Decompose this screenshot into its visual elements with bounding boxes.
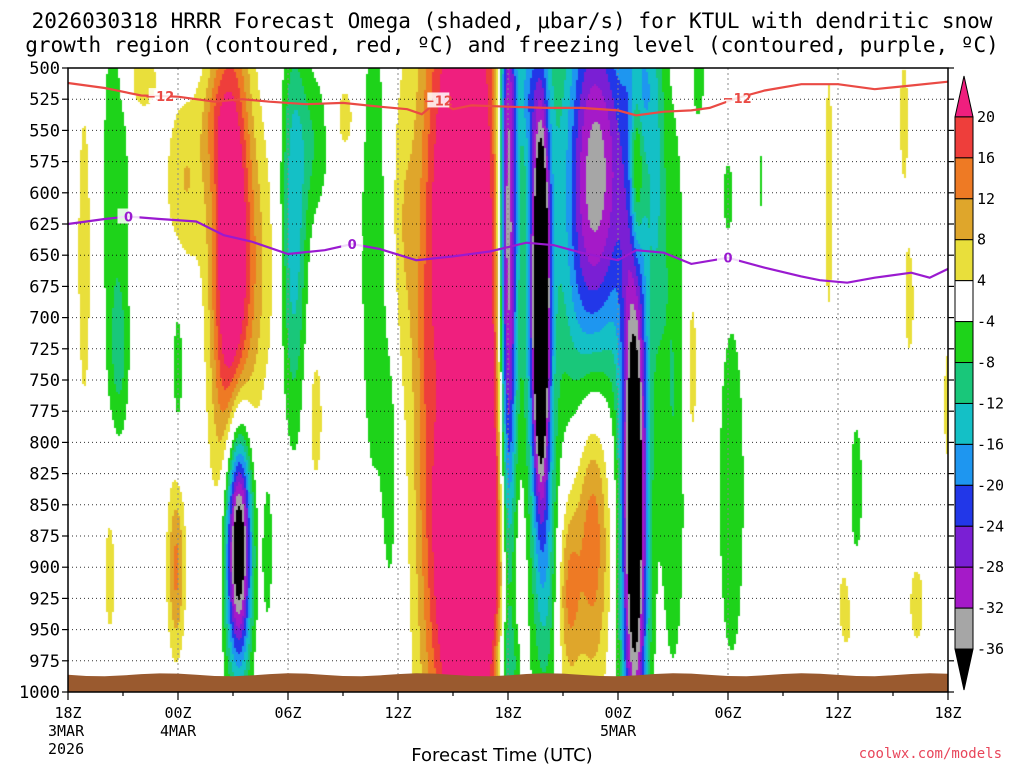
colorbar-label: -32 — [977, 599, 1004, 617]
y-tick-label: 800 — [29, 433, 60, 453]
colorbar-bin — [954, 239, 974, 282]
terrain-surface — [68, 673, 948, 692]
y-tick-label: 525 — [29, 90, 60, 110]
colorbar-label: -12 — [977, 394, 1004, 412]
colorbar-label: 4 — [977, 272, 986, 290]
freezing-level-isotherm-label: 0 — [348, 238, 357, 253]
y-tick-label: 650 — [29, 246, 60, 266]
colorbar-bin — [954, 157, 974, 200]
x-axis-label: Forecast Time (UTC) — [0, 745, 1024, 766]
chart-title-line1: 2026030318 HRRR Forecast Omega (shaded, … — [31, 9, 993, 33]
freezing-level-isotherm-label-bg — [341, 235, 364, 251]
colorbar-label: 16 — [977, 149, 995, 167]
y-tick-label: 500 — [29, 59, 60, 79]
y-tick-label: 600 — [29, 184, 60, 204]
x-tick-label: 18Z — [54, 704, 81, 722]
colorbar-label: -4 — [977, 313, 995, 331]
minus12-isotherm-label-bg — [726, 89, 749, 105]
y-tick-label: 625 — [29, 215, 60, 235]
colorbar-bin — [954, 607, 974, 650]
minus12-isotherm-label: −12 — [424, 94, 453, 109]
colorbar-label: -8 — [977, 354, 995, 372]
y-tick-label: 825 — [29, 465, 60, 485]
y-tick-label: 575 — [29, 153, 60, 173]
x-axis-label-text: Forecast Time (UTC) — [411, 745, 593, 766]
y-tick-label: 550 — [29, 121, 60, 141]
x-tick-label: 18Z — [494, 704, 521, 722]
freezing-level-isotherm-label-bg — [717, 249, 739, 265]
y-tick-label: 975 — [29, 652, 60, 672]
y-tick-label: 875 — [29, 527, 60, 547]
minus12-isotherm-label-bg — [427, 92, 450, 108]
colorbar-bin — [954, 525, 974, 568]
colorbar-bin — [954, 280, 974, 323]
colorbar-label: 8 — [977, 231, 986, 249]
colorbar-label: 20 — [977, 108, 995, 126]
freezing-level-isotherm-label-bg — [117, 208, 140, 224]
colorbar-bin — [954, 116, 974, 159]
colorbar-bin — [954, 321, 974, 364]
x-tick-label: 06Z — [714, 704, 741, 722]
colorbar-bottom-triangle — [954, 648, 974, 691]
y-tick-label: 1000 — [19, 683, 60, 703]
minus12-isotherm-label: −12 — [723, 92, 752, 107]
colorbar-label: -20 — [977, 476, 1004, 494]
y-tick-label: 750 — [29, 371, 60, 391]
y-tick-label: 850 — [29, 496, 60, 516]
x-tick-label: 12Z — [824, 704, 851, 722]
colorbar-label: -16 — [977, 435, 1004, 453]
colorbar-bin — [954, 198, 974, 241]
freezing-level-isotherm-label: 0 — [124, 211, 133, 226]
freezing-level-isotherm-label: 0 — [723, 252, 732, 267]
colorbar-label: -36 — [977, 640, 1004, 658]
minus12-isotherm — [67, 80, 949, 117]
y-tick-label: 700 — [29, 309, 60, 329]
x-tick-label: 12Z — [384, 704, 411, 722]
x-tick-year-label: 2026 — [48, 740, 84, 758]
y-tick-label: 900 — [29, 558, 60, 578]
y-tick-label: 725 — [29, 340, 60, 360]
y-tick-label: 775 — [29, 402, 60, 422]
colorbar-label: 12 — [977, 190, 995, 208]
site-credit: coolwx.com/models — [858, 746, 1002, 762]
colorbar-bin — [954, 443, 974, 486]
x-tick-date-label: 5MAR — [600, 722, 637, 740]
freezing-level-isotherm — [67, 215, 949, 284]
chart-title-line2: growth region (contoured, red, ºC) and f… — [25, 33, 999, 57]
colorbar-bin — [954, 362, 974, 404]
y-tick-label: 925 — [29, 589, 60, 609]
minus12-isotherm-label-bg — [148, 88, 171, 104]
minus12-isotherm-label: −12 — [145, 90, 174, 105]
x-tick-label: 00Z — [604, 704, 631, 722]
colorbar-label: -24 — [977, 517, 1004, 535]
colorbar-label: -28 — [977, 558, 1004, 576]
x-tick-label: 00Z — [164, 704, 191, 722]
colorbar-top-triangle — [954, 75, 974, 118]
x-tick-label: 06Z — [274, 704, 301, 722]
colorbar-bin — [954, 402, 974, 445]
x-tick-date-label: 4MAR — [160, 722, 197, 740]
y-tick-label: 675 — [29, 277, 60, 297]
x-tick-date-label: 3MAR — [48, 722, 85, 740]
x-tick-label: 18Z — [934, 704, 961, 722]
colorbar-bin — [954, 566, 974, 609]
y-tick-label: 950 — [29, 621, 60, 641]
colorbar-bin — [954, 484, 974, 527]
